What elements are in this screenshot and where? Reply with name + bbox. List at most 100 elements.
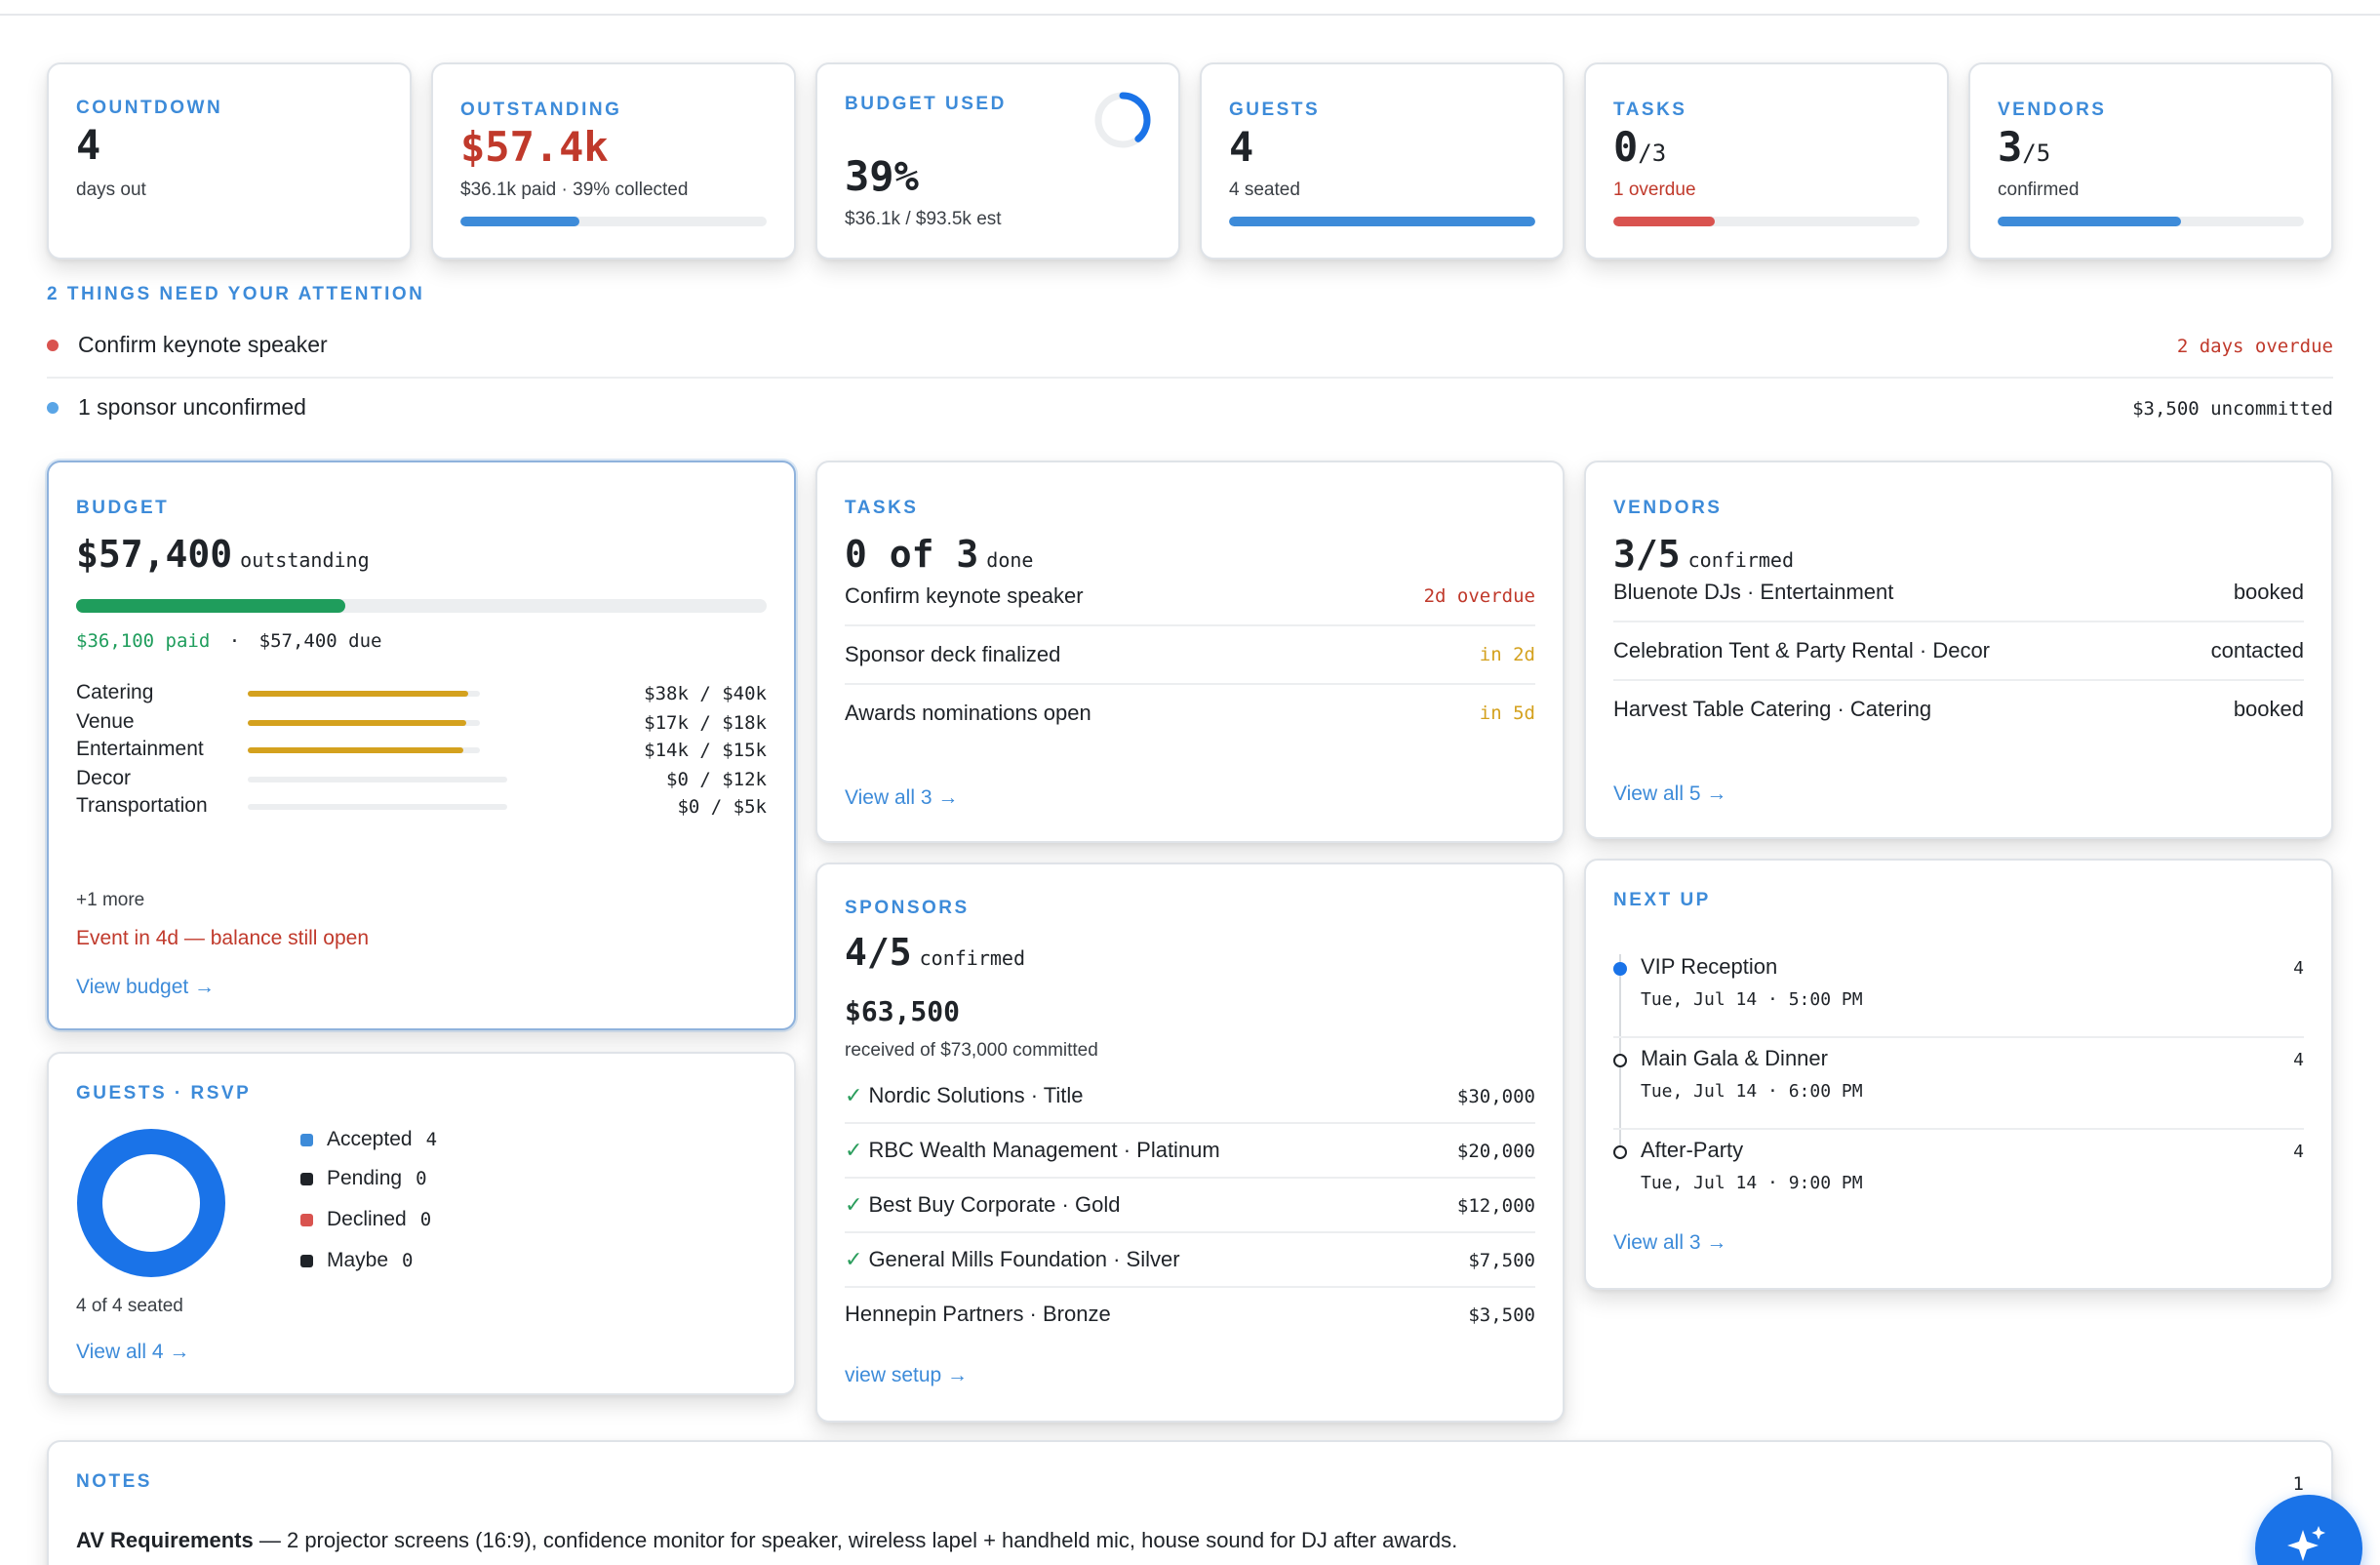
budget-category-row[interactable]: Venue $17k / $18k [76, 708, 767, 738]
stat-card-countdown[interactable]: COUNTDOWN 4 days out [47, 62, 412, 260]
timeline-line [1619, 954, 1621, 1145]
notes-panel[interactable]: NOTES 1 AV Requirements — 2 projector sc… [47, 1440, 2333, 1565]
view-budget-link[interactable]: View budget → [76, 976, 216, 998]
tasks-panel[interactable]: TASKS 0 of 3 done View all 3 → Confirm ke… [815, 461, 1565, 843]
guests-panel[interactable]: GUESTS · RSVP 4 of 4 seated View all 4 →… [47, 1052, 796, 1395]
notes-count: 1 [2292, 1473, 2304, 1495]
timeline-dot-icon [1613, 1145, 1627, 1159]
sponsor-row[interactable]: ✓ General Mills Foundation · Silver $7,500 [845, 1233, 1535, 1288]
budget-category-bar [248, 720, 480, 726]
stat-value: 0 [1613, 123, 1639, 171]
panel-label: TASKS [845, 498, 919, 518]
budget-category-fill [248, 720, 466, 726]
budget-warning: Event in 4d — balance still open [76, 927, 370, 949]
rsvp-legend-item: Maybe 0 [300, 1249, 413, 1272]
check-icon: ✓ [845, 1083, 863, 1107]
event-date: Tue, Jul 14 · 5:00 PM [1641, 989, 1863, 1010]
stat-value: $57.4k [460, 123, 609, 171]
budget-category-row[interactable]: Decor $0 / $12k [76, 765, 767, 794]
budget-category-name: Transportation [76, 794, 208, 817]
budget-amount: $57,400 [76, 533, 233, 576]
legend-name: Pending [327, 1167, 403, 1189]
budget-category-row[interactable]: Catering $38k / $40k [76, 679, 767, 708]
sponsors-count-suffix: confirmed [919, 946, 1026, 970]
event-row[interactable]: Main Gala & Dinner Tue, Jul 14 · 6:00 PM 4 [1613, 1038, 2304, 1130]
stat-value: 4 [76, 121, 101, 169]
event-title: VIP Reception [1641, 954, 1778, 979]
attention-text: Confirm keynote speaker [78, 332, 328, 357]
stat-label: COUNTDOWN [76, 98, 223, 118]
stat-card-outstanding[interactable]: OUTSTANDING $57.4k $36.1k paid · 39% col… [431, 62, 796, 260]
budget-used-ring-icon [1094, 92, 1151, 148]
budget-progress-bar [76, 599, 767, 613]
vendors-count: 3/5 [1613, 533, 1681, 576]
sponsor-row[interactable]: ✓ RBC Wealth Management · Platinum $20,000 [845, 1124, 1535, 1179]
vendor-name: Celebration Tent & Party Rental · Decor [1613, 638, 1990, 662]
budget-panel[interactable]: BUDGET $57,400 outstanding $36,100 paid ·… [47, 461, 796, 1030]
panel-label: NEXT UP [1613, 890, 1711, 910]
sponsor-name: ✓ Nordic Solutions · Title [845, 1083, 1084, 1107]
legend-swatch-icon [300, 1255, 313, 1267]
alert-dot-icon [47, 340, 59, 351]
legend-swatch-icon [300, 1214, 313, 1226]
task-due: in 2d [1479, 644, 1535, 665]
attention-status: 2 days overdue [2176, 336, 2333, 357]
sponsors-received: $63,500 [845, 995, 961, 1027]
sponsor-name: Hennepin Partners · Bronze [845, 1302, 1111, 1326]
rsvp-donut-accepted [77, 1129, 225, 1277]
stat-progress-bar [1613, 217, 1920, 226]
stat-card-budget-used[interactable]: BUDGET USED 39% $36.1k / $93.5k est [815, 62, 1180, 260]
budget-category-fill [248, 747, 464, 753]
view-all-events-link[interactable]: View all 3 → [1613, 1231, 1727, 1254]
attention-title: 2 THINGS NEED YOUR ATTENTION [47, 284, 425, 304]
sponsors-count: 4/5 [845, 931, 912, 974]
task-title: Confirm keynote speaker [845, 583, 1084, 608]
view-setup-link[interactable]: view setup → [845, 1364, 969, 1386]
next-up-panel[interactable]: NEXT UP View all 3 → VIP Reception Tue, J… [1584, 859, 2333, 1290]
sponsor-row[interactable]: ✓ Nordic Solutions · Title $30,000 [845, 1069, 1535, 1124]
sponsors-panel[interactable]: SPONSORS 4/5 confirmed $63,500 received o… [815, 863, 1565, 1423]
budget-due: $57,400 due [258, 630, 382, 652]
event-row[interactable]: After-Party Tue, Jul 14 · 9:00 PM 4 [1613, 1130, 2304, 1222]
sponsor-row[interactable]: ✓ Best Buy Corporate · Gold $12,000 [845, 1179, 1535, 1233]
vendor-name: Bluenote DJs · Entertainment [1613, 580, 1894, 604]
legend-count: 0 [402, 1250, 414, 1271]
legend-swatch-icon [300, 1173, 313, 1185]
stat-card-guests[interactable]: GUESTS 4 4 seated [1200, 62, 1565, 260]
vendor-row[interactable]: Bluenote DJs · Entertainment booked [1613, 564, 2304, 622]
attention-item[interactable]: 1 sponsor unconfirmed $3,500 uncommitted [47, 381, 2333, 441]
view-all-vendors-link[interactable]: View all 5 → [1613, 782, 1727, 805]
stat-sub: 1 overdue [1613, 180, 1696, 200]
stat-sub: confirmed [1998, 180, 2080, 200]
legend-name: Accepted [327, 1128, 413, 1150]
sponsor-row[interactable]: Hennepin Partners · Bronze $3,500 [845, 1288, 1535, 1343]
view-all-guests-link[interactable]: View all 4 → [76, 1341, 190, 1363]
legend-count: 0 [419, 1209, 432, 1230]
vendor-row[interactable]: Celebration Tent & Party Rental · Decor c… [1613, 622, 2304, 681]
stat-sub: 4 seated [1229, 180, 1300, 200]
stat-progress-bar [460, 217, 767, 226]
sponsor-amount: $30,000 [1456, 1086, 1535, 1107]
vendor-row[interactable]: Harvest Table Catering · Catering booked [1613, 681, 2304, 740]
task-row[interactable]: Confirm keynote speaker 2d overdue [845, 568, 1535, 626]
stat-card-vendors[interactable]: VENDORS 3/5 confirmed [1968, 62, 2333, 260]
attention-item[interactable]: Confirm keynote speaker 2 days overdue [47, 318, 2333, 379]
rsvp-legend-item: Accepted 4 [300, 1128, 437, 1151]
stat-card-tasks[interactable]: TASKS 0/3 1 overdue [1584, 62, 1949, 260]
stat-value: 4 [1229, 123, 1254, 171]
budget-category-row[interactable]: Entertainment $14k / $15k [76, 736, 767, 765]
budget-more[interactable]: +1 more [76, 890, 145, 910]
event-row[interactable]: VIP Reception Tue, Jul 14 · 5:00 PM 4 [1613, 946, 2304, 1038]
budget-category-row[interactable]: Transportation $0 / $5k [76, 792, 767, 822]
task-row[interactable]: Awards nominations open in 5d [845, 685, 1535, 743]
budget-category-bar [248, 804, 507, 810]
panel-label: BUDGET [76, 498, 170, 518]
view-all-tasks-link[interactable]: View all 3 → [845, 786, 959, 809]
event-count: 4 [2293, 1050, 2304, 1070]
stat-value-suffix: /3 [1638, 140, 1667, 167]
task-row[interactable]: Sponsor deck finalized in 2d [845, 626, 1535, 685]
task-due: in 5d [1479, 702, 1535, 724]
budget-amount-suffix: outstanding [240, 548, 370, 572]
stat-label: BUDGET USED [845, 94, 1007, 114]
vendors-panel[interactable]: VENDORS 3/5 confirmed View all 5 → Blueno… [1584, 461, 2333, 839]
